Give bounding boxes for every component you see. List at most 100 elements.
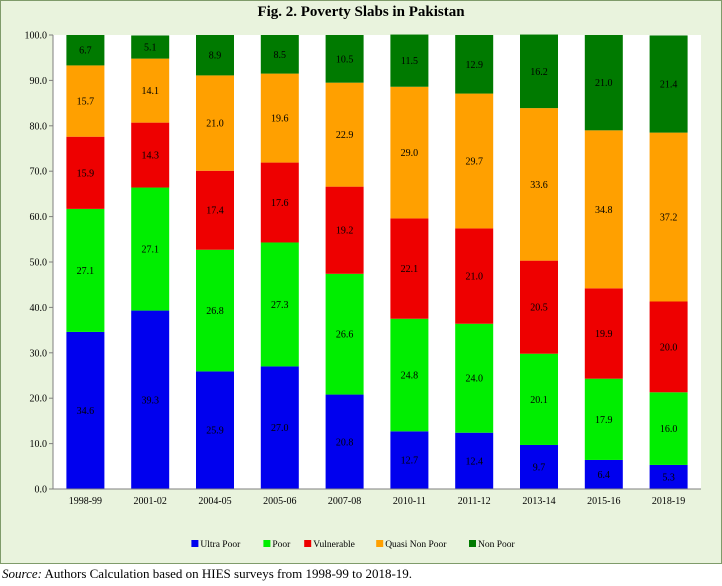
data-label: 21.0 — [206, 119, 224, 130]
bar-segment — [260, 35, 299, 74]
bar-segment — [131, 35, 170, 59]
data-label: 9.7 — [533, 462, 546, 473]
bar-segment — [649, 35, 688, 133]
x-tick-label: 2004-05 — [198, 496, 231, 507]
y-tick-label: 80.0 — [30, 121, 48, 132]
legend-label: Poor — [272, 540, 291, 550]
bar-segment — [390, 318, 429, 432]
bar-segment — [66, 35, 105, 66]
x-tick-label: 1998-99 — [69, 496, 102, 507]
data-label: 20.5 — [530, 303, 548, 314]
data-label: 12.4 — [465, 456, 483, 467]
data-label: 29.0 — [401, 148, 419, 159]
bar-segment — [196, 35, 234, 76]
data-label: 34.6 — [77, 406, 95, 417]
y-tick-label: 70.0 — [30, 167, 48, 178]
data-label: 39.3 — [141, 395, 159, 406]
data-label: 12.9 — [465, 60, 483, 71]
bar-segment — [649, 392, 688, 465]
data-label: 19.6 — [271, 114, 289, 125]
y-tick-label: 40.0 — [30, 303, 48, 314]
bar-segment — [649, 464, 688, 489]
data-label: 20.1 — [530, 395, 548, 406]
x-tick-label: 2011-12 — [458, 496, 491, 507]
legend-swatch — [469, 540, 476, 547]
bar-segment — [584, 459, 623, 489]
y-tick-label: 90.0 — [30, 76, 48, 87]
x-tick-label: 2013-14 — [522, 496, 555, 507]
bar-segment — [260, 73, 299, 163]
bar-segment — [520, 34, 558, 109]
bar-segment — [584, 130, 623, 289]
x-tick-label: 2007-08 — [328, 496, 361, 507]
bar-segment — [455, 323, 494, 433]
y-tick-label: 0.0 — [35, 485, 48, 496]
data-label: 15.7 — [77, 97, 95, 108]
data-label: 19.2 — [336, 226, 354, 237]
y-tick-label: 60.0 — [30, 212, 48, 223]
bar-segment — [520, 444, 558, 489]
bar-segment — [649, 301, 688, 393]
data-label: 21.0 — [595, 78, 613, 89]
bar-segment — [584, 288, 623, 379]
y-tick-label: 10.0 — [30, 439, 48, 450]
x-tick-label: 2010-11 — [393, 496, 426, 507]
bar-segment — [455, 35, 494, 94]
legend-swatch — [376, 540, 384, 547]
x-tick-label: 2015-16 — [587, 496, 620, 507]
data-label: 17.9 — [595, 415, 613, 426]
source-label: Source: — [2, 566, 42, 581]
bar-segment — [455, 228, 494, 324]
data-label: 6.4 — [598, 470, 611, 481]
bar-segment — [455, 432, 494, 489]
bar-segment — [66, 331, 105, 489]
legend-label: Non Poor — [478, 540, 516, 550]
data-label: 19.9 — [595, 329, 613, 340]
bar-segment — [390, 34, 429, 87]
legend-swatch — [263, 540, 271, 547]
data-label: 15.9 — [77, 168, 95, 179]
figure-frame: Fig. 2. Poverty Slabs in Pakistan 0.0 10.… — [0, 0, 722, 564]
data-label: 26.6 — [336, 330, 354, 341]
bar-segment — [131, 122, 170, 188]
bar-segment — [131, 187, 170, 311]
source-note: Source: Authors Calculation based on HIE… — [2, 566, 412, 582]
data-label: 11.5 — [401, 56, 418, 67]
data-label: 27.1 — [141, 245, 159, 256]
bar-segment — [325, 394, 364, 489]
data-label: 25.9 — [206, 426, 224, 437]
data-label: 37.2 — [660, 213, 678, 224]
data-label: 27.1 — [77, 266, 95, 277]
bar-segment — [520, 108, 558, 261]
data-label: 33.6 — [530, 180, 548, 191]
data-label: 29.7 — [465, 156, 483, 167]
bar-segment — [196, 75, 234, 171]
data-label: 17.6 — [271, 198, 289, 209]
data-label: 27.0 — [271, 423, 289, 434]
bar-segment — [196, 371, 234, 489]
stacked-bar-chart: 0.0 10.0 20.0 30.0 40.0 50.0 60.0 70.0 80.0 90.0 1… — [25, 31, 701, 550]
bar-segment — [455, 93, 494, 229]
data-label: 14.3 — [141, 151, 159, 162]
bar-segment — [390, 431, 429, 489]
x-tick-label: 2018-19 — [652, 496, 685, 507]
bar-segment — [196, 170, 234, 250]
bar-segment — [260, 162, 299, 243]
bar-segment — [390, 218, 429, 319]
bar-segment — [66, 208, 105, 332]
data-label: 21.4 — [660, 80, 678, 91]
data-label: 17.4 — [206, 206, 224, 217]
data-label: 6.7 — [79, 46, 92, 57]
source-text: Authors Calculation based on HIES survey… — [41, 566, 413, 581]
bar-segment — [520, 260, 558, 354]
legend-label: Quasi Non Poor — [385, 540, 447, 550]
bar-segment — [260, 366, 299, 489]
data-label: 12.7 — [401, 456, 419, 467]
data-label: 26.8 — [206, 306, 224, 317]
legend-swatch — [191, 540, 199, 547]
bar-segment — [196, 249, 234, 372]
bar-segment — [325, 35, 364, 83]
bar-segment — [649, 132, 688, 302]
data-label: 14.1 — [141, 86, 159, 97]
legend-label: Ultra Poor — [200, 540, 241, 550]
